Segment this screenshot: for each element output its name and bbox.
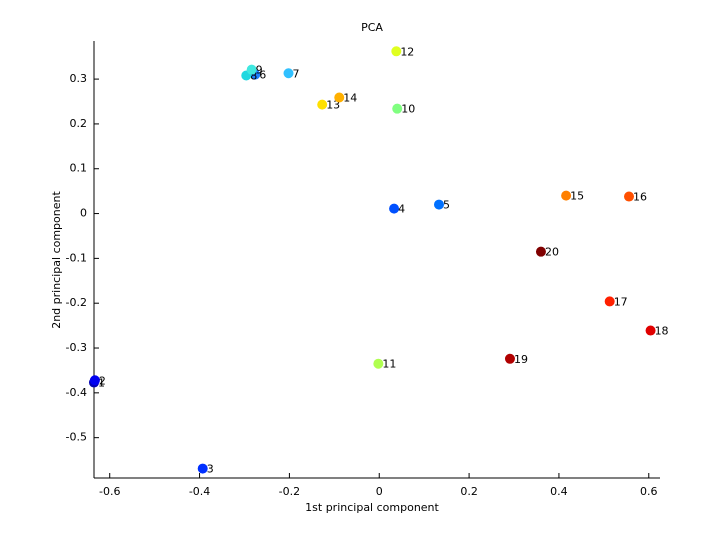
x-tick-label: 0.2 bbox=[460, 485, 478, 498]
point bbox=[246, 64, 257, 75]
point bbox=[197, 463, 208, 474]
x-tick-label: 0.6 bbox=[640, 485, 658, 498]
point bbox=[391, 46, 402, 57]
point-label: 17 bbox=[614, 295, 628, 308]
chart-title: PCA bbox=[361, 21, 383, 34]
x-tick-label: 0.4 bbox=[550, 485, 568, 498]
point bbox=[373, 358, 384, 369]
point-label: 2 bbox=[99, 374, 106, 387]
point-label: 13 bbox=[326, 99, 340, 112]
point-label: 18 bbox=[655, 325, 669, 338]
x-tick-label: -0.6 bbox=[99, 485, 120, 498]
point bbox=[504, 353, 515, 364]
point bbox=[561, 190, 572, 201]
point-label: 3 bbox=[207, 463, 214, 476]
point bbox=[283, 68, 294, 79]
point-label: 19 bbox=[514, 353, 528, 366]
y-tick-label: 0.3 bbox=[70, 72, 88, 85]
point-label: 9 bbox=[256, 64, 263, 77]
y-tick-label: -0.1 bbox=[66, 251, 87, 264]
y-tick-label: -0.2 bbox=[66, 296, 87, 309]
x-tick-label: 0 bbox=[376, 485, 383, 498]
point-label: 1 bbox=[98, 377, 105, 390]
x-tick-label: -0.2 bbox=[279, 485, 300, 498]
x-axis-label: 1st principal component bbox=[305, 501, 439, 514]
point-label: 15 bbox=[570, 190, 584, 203]
y-tick-label: -0.4 bbox=[66, 386, 87, 399]
point-label: 12 bbox=[400, 45, 414, 58]
point bbox=[604, 296, 615, 307]
x-tick-label: -0.4 bbox=[189, 485, 210, 498]
point-label: 4 bbox=[398, 203, 405, 216]
point-label: 6 bbox=[259, 69, 266, 82]
point-label: 20 bbox=[545, 246, 559, 259]
point-label: 16 bbox=[633, 191, 647, 204]
y-tick-label: 0.1 bbox=[70, 162, 88, 175]
y-axis-label: 2nd principal component bbox=[50, 191, 63, 329]
point-label: 10 bbox=[401, 103, 415, 116]
y-tick-label: -0.5 bbox=[66, 431, 87, 444]
point bbox=[89, 375, 100, 386]
point-label: 14 bbox=[343, 91, 357, 104]
point bbox=[433, 199, 444, 210]
point bbox=[645, 325, 656, 336]
point-label: 8 bbox=[250, 70, 257, 83]
point bbox=[334, 92, 345, 103]
y-tick-label: 0.2 bbox=[70, 117, 88, 130]
point bbox=[317, 99, 328, 110]
point bbox=[389, 203, 400, 214]
y-tick-label: 0 bbox=[80, 207, 87, 220]
point bbox=[624, 191, 635, 202]
point bbox=[392, 103, 403, 114]
y-tick-label: -0.3 bbox=[66, 341, 87, 354]
point-label: 7 bbox=[293, 67, 300, 80]
point bbox=[535, 246, 546, 257]
point-label: 11 bbox=[382, 358, 396, 371]
point-label: 5 bbox=[443, 199, 450, 212]
